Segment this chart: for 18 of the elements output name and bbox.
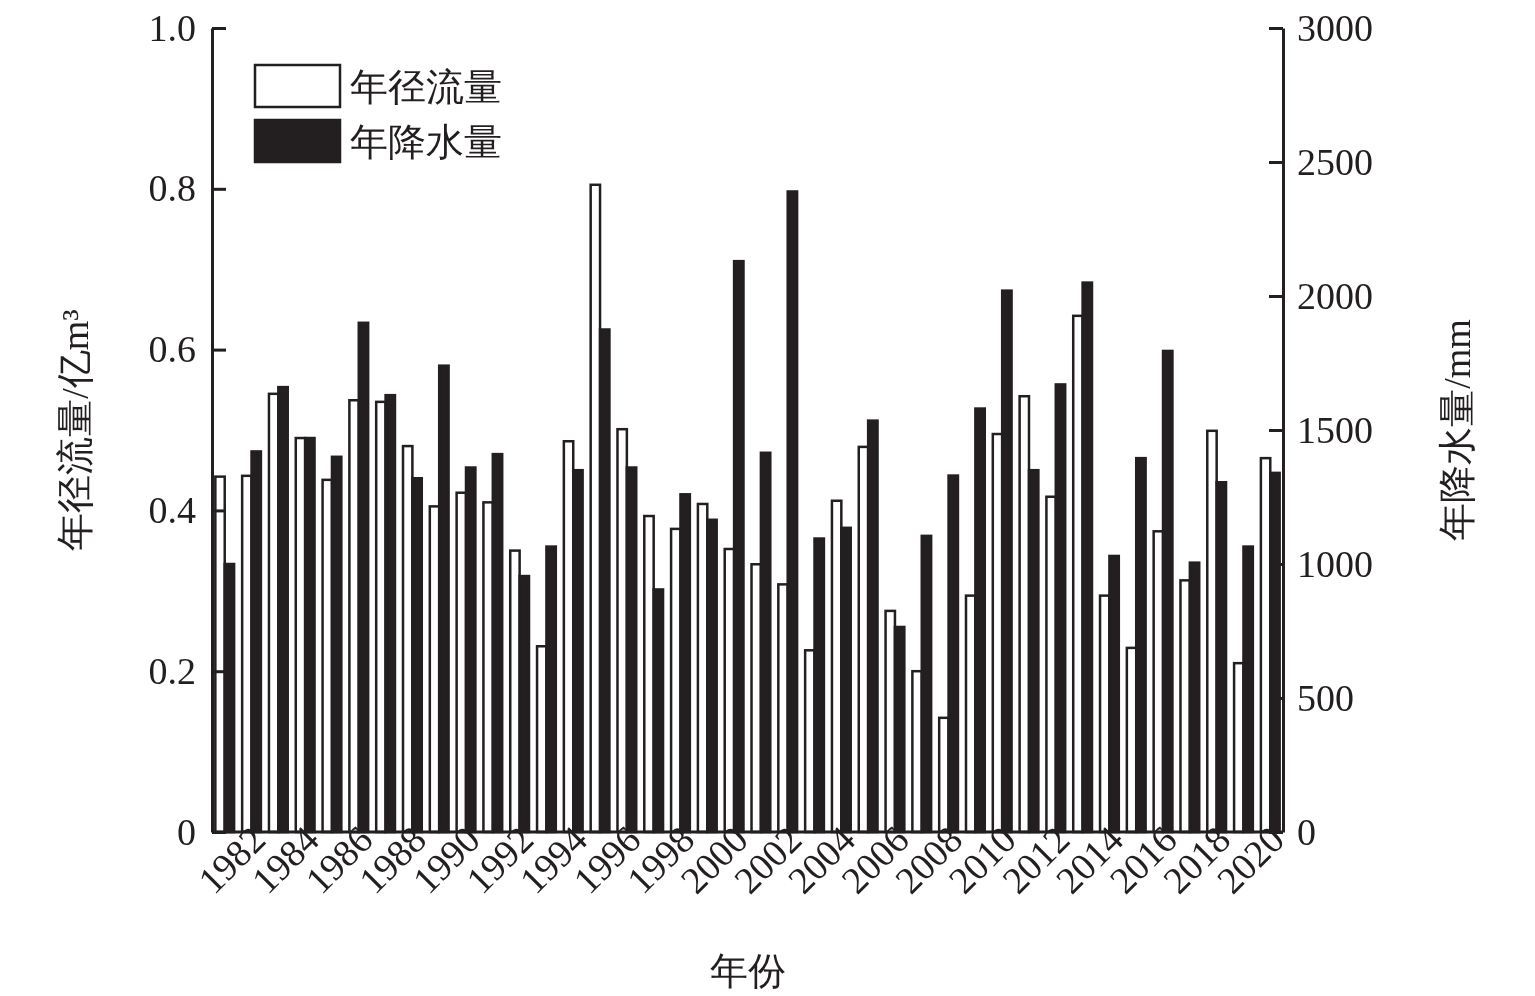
y-tick-label: 0.2 (148, 649, 196, 692)
y-tick-label: 0 (177, 810, 196, 853)
y2-tick-label: 2500 (1297, 140, 1373, 183)
y-tick-label: 0.6 (148, 328, 196, 371)
y2-tick-label: 1500 (1297, 408, 1373, 451)
y2-tick-label: 0 (1297, 810, 1316, 853)
y2-axis-title: 年降水量/mm (1436, 319, 1478, 541)
y2-tick-label: 1000 (1297, 542, 1373, 585)
legend-label: 年降水量 (350, 121, 502, 163)
y-tick-label: 1.0 (148, 6, 196, 49)
y-tick-label: 0.8 (148, 167, 196, 210)
y2-tick-label: 3000 (1297, 6, 1373, 49)
y-axis-title: 年径流量/亿m³ (54, 309, 96, 551)
y2-tick-label: 2000 (1297, 274, 1373, 317)
legend-label: 年径流量 (350, 66, 502, 108)
y-tick-label: 0.4 (148, 489, 196, 532)
x-axis-title: 年份 (709, 950, 786, 992)
y2-tick-label: 500 (1297, 676, 1354, 719)
